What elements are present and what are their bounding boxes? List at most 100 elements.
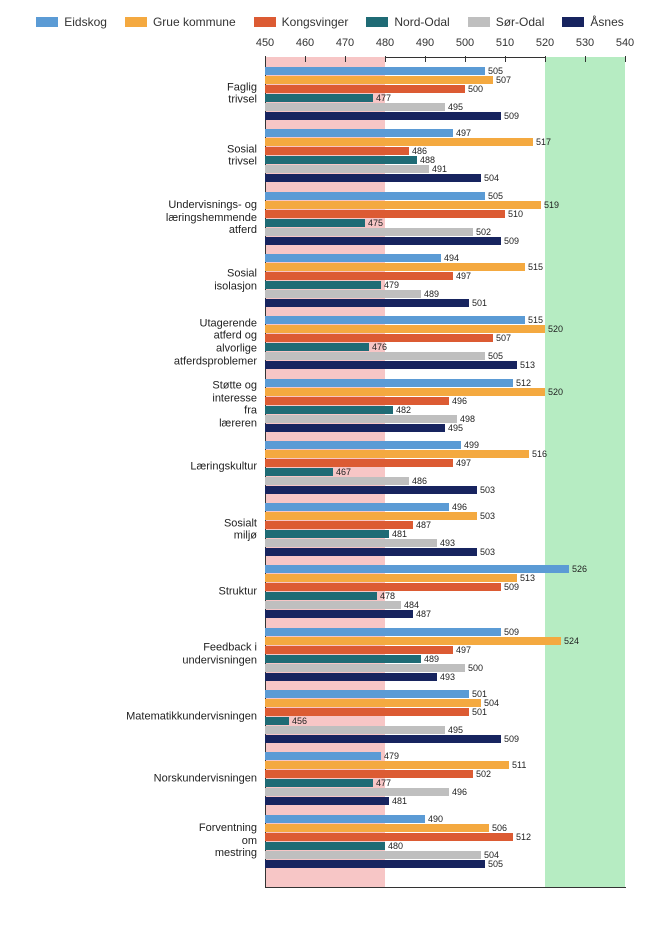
- x-tick-label: 520: [536, 37, 554, 49]
- bar-value-label: 496: [449, 502, 467, 512]
- bar: [265, 316, 525, 324]
- bar-value-label: 510: [505, 209, 523, 219]
- bar: [265, 228, 473, 236]
- bar-value-label: 503: [477, 547, 495, 557]
- bar: [265, 165, 429, 173]
- category-group: Faglig trivsel505507500477495509: [265, 67, 625, 120]
- bar-value-label: 497: [453, 458, 471, 468]
- bar: [265, 415, 457, 423]
- bar: [265, 735, 501, 743]
- bar: [265, 646, 453, 654]
- x-tick-label: 500: [456, 37, 474, 49]
- bar-value-label: 487: [413, 609, 431, 619]
- bar-value-label: 477: [373, 778, 391, 788]
- legend-label: Kongsvinger: [282, 15, 349, 29]
- category-label: Læringskultur: [190, 461, 265, 474]
- bar: [265, 583, 501, 591]
- bar: [265, 468, 333, 476]
- x-tick-label: 470: [336, 37, 354, 49]
- bar: [265, 601, 401, 609]
- bar-value-label: 503: [477, 485, 495, 495]
- bar-value-label: 501: [469, 707, 487, 717]
- bar-value-label: 524: [561, 636, 579, 646]
- bar-value-label: 501: [469, 298, 487, 308]
- bar: [265, 459, 453, 467]
- bar: [265, 664, 465, 672]
- bar-value-label: 509: [501, 111, 519, 121]
- bar: [265, 717, 289, 725]
- bar: [265, 548, 477, 556]
- category-label: Forventning om mestring: [199, 822, 265, 860]
- bar: [265, 628, 501, 636]
- bar: [265, 592, 377, 600]
- bar-value-label: 477: [373, 93, 391, 103]
- category-group: Sosial trivsel497517486488491504: [265, 129, 625, 182]
- bar: [265, 655, 421, 663]
- bar-value-label: 495: [445, 725, 463, 735]
- bar: [265, 797, 389, 805]
- bar: [265, 156, 417, 164]
- category-label: Norskundervisningen: [154, 773, 265, 786]
- x-tick-label: 460: [296, 37, 314, 49]
- bar: [265, 76, 493, 84]
- legend-swatch: [36, 17, 58, 27]
- bar: [265, 574, 517, 582]
- bar-value-label: 496: [449, 787, 467, 797]
- category-label: Undervisnings- og læringshemmende atferd: [166, 199, 265, 237]
- category-group: Undervisnings- og læringshemmende atferd…: [265, 192, 625, 245]
- bar: [265, 752, 381, 760]
- category-group: Matematikkundervisningen5015045014564955…: [265, 690, 625, 743]
- x-tick-label: 530: [576, 37, 594, 49]
- bar: [265, 637, 561, 645]
- bar-value-label: 499: [461, 440, 479, 450]
- bar: [265, 281, 381, 289]
- legend-label: Åsnes: [590, 15, 623, 29]
- bar: [265, 237, 501, 245]
- bar-value-label: 506: [489, 823, 507, 833]
- legend-swatch: [468, 17, 490, 27]
- bar: [265, 450, 529, 458]
- bar: [265, 129, 453, 137]
- x-tick-label: 490: [416, 37, 434, 49]
- bar-value-label: 491: [429, 164, 447, 174]
- bar-value-label: 517: [533, 137, 551, 147]
- bar-value-label: 489: [421, 289, 439, 299]
- bar: [265, 379, 513, 387]
- legend-item: Grue kommune: [125, 15, 236, 29]
- bar: [265, 343, 369, 351]
- legend-label: Nord-Odal: [394, 15, 449, 29]
- bar: [265, 699, 481, 707]
- bar-value-label: 509: [501, 627, 519, 637]
- bar: [265, 406, 393, 414]
- legend-swatch: [562, 17, 584, 27]
- x-tick-label: 450: [256, 37, 274, 49]
- legend-label: Grue kommune: [153, 15, 236, 29]
- bar-value-label: 505: [485, 351, 503, 361]
- legend-swatch: [125, 17, 147, 27]
- bar-value-label: 520: [545, 324, 563, 334]
- x-tick-label: 510: [496, 37, 514, 49]
- bar: [265, 673, 437, 681]
- category-label: Utagerende atferd og alvorlige atferdspr…: [174, 317, 265, 368]
- bar: [265, 290, 421, 298]
- bar-value-label: 504: [481, 173, 499, 183]
- bar-value-label: 512: [513, 832, 531, 842]
- x-tick-label: 540: [616, 37, 634, 49]
- bar: [265, 201, 541, 209]
- category-group: Sosial isolasjon494515497479489501: [265, 254, 625, 307]
- bar: [265, 219, 365, 227]
- bar: [265, 138, 533, 146]
- bar-value-label: 505: [485, 859, 503, 869]
- bar-value-label: 480: [385, 841, 403, 851]
- bar-value-label: 502: [473, 227, 491, 237]
- bar-value-label: 476: [369, 342, 387, 352]
- bar-value-label: 500: [465, 663, 483, 673]
- bar-value-label: 526: [569, 564, 587, 574]
- bar-value-label: 478: [377, 591, 395, 601]
- bar-value-label: 509: [501, 236, 519, 246]
- bar: [265, 503, 449, 511]
- plot-inner: 450460470480490500510520530540Faglig tri…: [265, 57, 625, 887]
- category-label: Sosial trivsel: [227, 143, 265, 168]
- legend: EidskogGrue kommuneKongsvingerNord-OdalS…: [30, 15, 630, 29]
- category-label: Sosialt miljø: [224, 517, 265, 542]
